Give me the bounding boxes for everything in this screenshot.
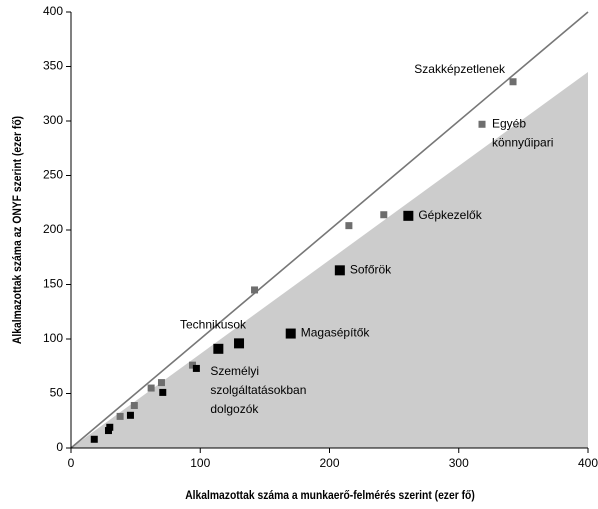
point-label: Technikusok <box>180 318 247 332</box>
data-point <box>130 401 138 409</box>
data-point <box>334 265 345 276</box>
data-point <box>90 435 98 443</box>
data-point <box>213 343 224 354</box>
data-point <box>380 211 388 219</box>
data-point <box>159 388 167 396</box>
data-point <box>106 423 114 431</box>
point-label: Sofőrök <box>350 263 392 277</box>
y-tick-label: 250 <box>43 168 63 182</box>
data-point <box>403 210 414 221</box>
y-tick-label: 200 <box>43 222 63 236</box>
data-point <box>478 120 486 128</box>
point-label: Gépkezelők <box>418 208 482 222</box>
point-label: dolgozók <box>210 402 259 416</box>
data-point <box>234 338 245 349</box>
point-label: Magasépítők <box>301 326 371 340</box>
x-tick-label: 100 <box>190 456 210 470</box>
data-point <box>192 364 200 372</box>
data-point <box>285 328 296 339</box>
point-label: könnyűipari <box>492 135 553 149</box>
data-point <box>345 222 353 230</box>
data-point <box>116 412 124 420</box>
y-tick-label: 50 <box>50 386 64 400</box>
data-point <box>157 379 165 387</box>
data-point <box>126 411 134 419</box>
data-point <box>147 384 155 392</box>
reference-line <box>70 11 589 449</box>
y-axis-label: Alkalmazottak száma az ONYF szerint (eze… <box>12 116 25 344</box>
y-tick-label: 150 <box>43 277 63 291</box>
point-label: szolgáltatásokban <box>210 383 306 397</box>
x-tick-label: 300 <box>449 456 469 470</box>
x-axis-label: Alkalmazottak száma a munkaerő-felmérés … <box>185 490 475 503</box>
y-tick-label: 400 <box>43 4 63 18</box>
y-tick-label: 350 <box>43 59 63 73</box>
point-label: Szakképzetlenek <box>414 62 506 76</box>
data-point <box>251 286 259 294</box>
y-tick-label: 0 <box>56 440 63 454</box>
y-tick-label: 300 <box>43 113 63 127</box>
x-tick-label: 400 <box>578 456 598 470</box>
data-point <box>509 78 517 86</box>
x-tick-label: 200 <box>319 456 339 470</box>
point-label: Egyéb <box>492 116 526 130</box>
y-tick-label: 100 <box>43 331 63 345</box>
shaded-region <box>71 71 588 448</box>
x-tick-label: 0 <box>68 456 75 470</box>
data-point <box>188 361 196 369</box>
point-label: Személyi <box>210 364 259 378</box>
